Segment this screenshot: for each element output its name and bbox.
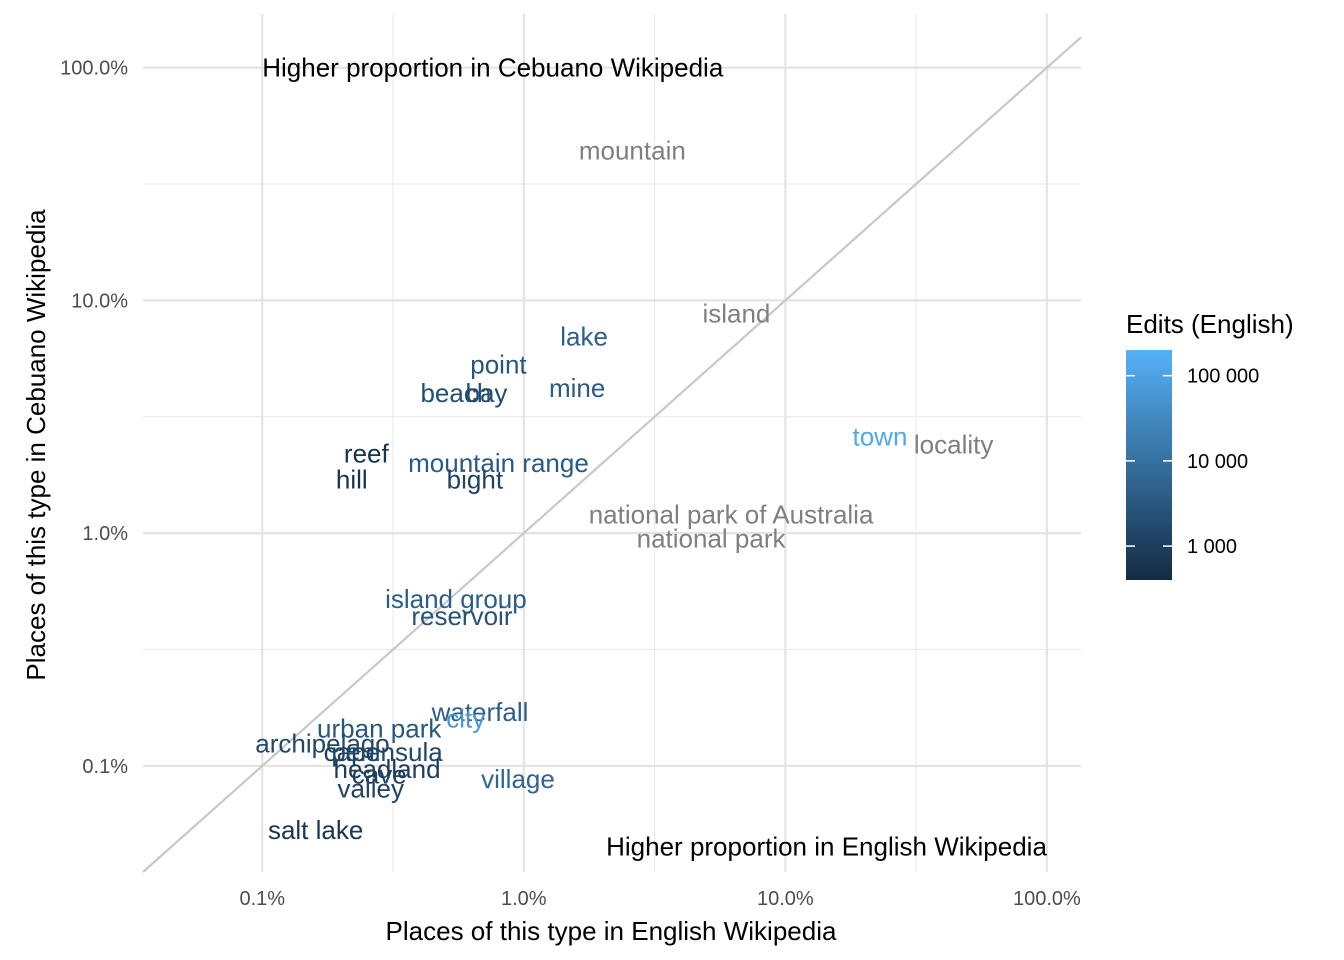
point-label: waterfall: [431, 697, 529, 727]
point-label: hill: [336, 464, 368, 494]
point-label: archipelago: [255, 728, 389, 758]
point-label: town: [853, 422, 908, 452]
color-legend: Edits (English) 1 000 10 000 100 000: [1126, 309, 1294, 580]
point-label: mountain range: [408, 448, 589, 478]
legend-tick-label: 1 000: [1187, 536, 1237, 558]
legend-ticks: 1 000 10 000 100 000: [1126, 366, 1259, 558]
legend-tick-label: 100 000: [1187, 366, 1259, 388]
x-tick-label: 1.0%: [501, 888, 547, 910]
y-tick-label: 100.0%: [60, 58, 128, 80]
grid-lines: [143, 14, 1081, 872]
point-label: salt lake: [268, 815, 363, 845]
point-label: locality: [914, 430, 993, 460]
legend-tick-label: 10 000: [1187, 451, 1248, 473]
reference-line: [142, 36, 1082, 873]
x-tick-label: 0.1%: [239, 888, 285, 910]
y-tick-label: 10.0%: [71, 290, 128, 312]
annotations: Higher proportion in Cebuano Wikipedia Hi…: [262, 53, 1047, 862]
point-label: beach: [420, 378, 491, 408]
y-tick-label: 0.1%: [82, 756, 128, 778]
point-label: reservoir: [411, 601, 512, 631]
point-label: urban park: [317, 713, 442, 743]
point-label: lake: [560, 321, 608, 351]
legend-title: Edits (English): [1126, 309, 1294, 339]
point-label: cave: [352, 759, 407, 789]
point-label: city: [446, 703, 485, 733]
point-label: reef: [344, 438, 390, 468]
point-label: mountain: [579, 136, 686, 166]
point-label: headland: [334, 754, 441, 784]
point-label: bight: [447, 464, 504, 494]
point-label: cape: [324, 737, 380, 767]
point-label: peninsula: [331, 737, 443, 767]
annotation-label: Higher proportion in English Wikipedia: [606, 832, 1047, 862]
y-tick-label: 1.0%: [82, 523, 128, 545]
x-tick-label: 10.0%: [757, 888, 814, 910]
x-tick-label: 100.0%: [1013, 888, 1081, 910]
point-label: island: [702, 298, 770, 328]
point-label: village: [481, 764, 555, 794]
point-label: national park of Australia: [589, 500, 874, 530]
x-axis-title: Places of this type in English Wikipedia: [386, 916, 837, 946]
point-label: point: [470, 350, 527, 380]
axis-ticks: 0.1% 1.0% 10.0% 100.0% 0.1% 1.0% 10.0% 100.0%: [60, 58, 1081, 910]
point-label: mine: [549, 373, 605, 403]
identity-line: [142, 36, 1082, 873]
point-label: national park: [637, 523, 787, 553]
y-axis-title: Places of this type in Cebuano Wikipedia: [21, 209, 51, 681]
annotation-label: Higher proportion in Cebuano Wikipedia: [262, 53, 724, 83]
legend-colorbar: [1126, 350, 1172, 580]
point-label: valley: [338, 773, 404, 803]
point-label: island group: [385, 584, 527, 614]
point-label: bay: [466, 378, 508, 408]
